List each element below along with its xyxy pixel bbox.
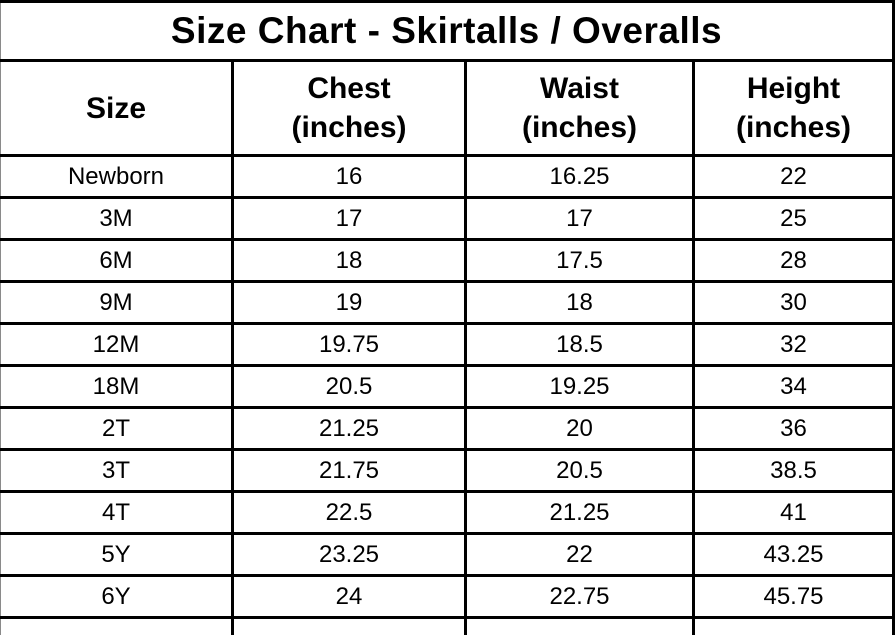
size-cell: 5Y <box>1 534 233 576</box>
table-row: 3T 21.75 20.5 38.5 <box>1 450 894 492</box>
size-cell: 4T <box>1 492 233 534</box>
header-sublabel-height: (inches) <box>695 108 892 147</box>
size-cell: 2T <box>1 408 233 450</box>
height-cell: 43.25 <box>694 534 894 576</box>
chest-cell: 19.75 <box>233 324 466 366</box>
header-label-height: Height <box>695 69 892 108</box>
size-cell: Newborn <box>1 156 233 198</box>
size-cell: 12M <box>1 324 233 366</box>
table-row: 9M 19 18 30 <box>1 282 894 324</box>
header-label-size: Size <box>1 89 231 128</box>
height-cell: 41 <box>694 492 894 534</box>
table-row: 4T 22.5 21.25 41 <box>1 492 894 534</box>
table-row: 18M 20.5 19.25 34 <box>1 366 894 408</box>
table-row: 6Y 24 22.75 45.75 <box>1 576 894 618</box>
waist-cell: 21.25 <box>466 492 694 534</box>
waist-cell: 17 <box>466 198 694 240</box>
height-cell: 30 <box>694 282 894 324</box>
chest-cell: 23.25 <box>233 534 466 576</box>
waist-cell: 20 <box>466 408 694 450</box>
height-cell: 45.75 <box>694 576 894 618</box>
column-header-height: Height (inches) <box>694 61 894 156</box>
size-cell: 3T <box>1 450 233 492</box>
table-row: 5Y 23.25 22 43.25 <box>1 534 894 576</box>
cropped-cell <box>1 618 233 635</box>
column-header-size: Size <box>1 61 233 156</box>
header-sublabel-waist: (inches) <box>467 108 692 147</box>
header-sublabel-chest: (inches) <box>234 108 464 147</box>
header-label-waist: Waist <box>467 69 692 108</box>
chest-cell: 20.5 <box>233 366 466 408</box>
cropped-cell <box>233 618 466 635</box>
waist-cell: 17.5 <box>466 240 694 282</box>
waist-cell: 19.25 <box>466 366 694 408</box>
size-cell: 9M <box>1 282 233 324</box>
size-cell: 6M <box>1 240 233 282</box>
table-row: 2T 21.25 20 36 <box>1 408 894 450</box>
height-cell: 34 <box>694 366 894 408</box>
chest-cell: 19 <box>233 282 466 324</box>
cropped-cell <box>694 618 894 635</box>
chart-title: Size Chart - Skirtalls / Overalls <box>1 2 894 61</box>
title-row: Size Chart - Skirtalls / Overalls <box>1 2 894 61</box>
chest-cell: 22.5 <box>233 492 466 534</box>
waist-cell: 20.5 <box>466 450 694 492</box>
chest-cell: 21.25 <box>233 408 466 450</box>
table-row: Newborn 16 16.25 22 <box>1 156 894 198</box>
waist-cell: 22.75 <box>466 576 694 618</box>
header-label-chest: Chest <box>234 69 464 108</box>
table-row: 12M 19.75 18.5 32 <box>1 324 894 366</box>
chest-cell: 17 <box>233 198 466 240</box>
column-header-waist: Waist (inches) <box>466 61 694 156</box>
size-cell: 6Y <box>1 576 233 618</box>
table-row: 6M 18 17.5 28 <box>1 240 894 282</box>
chest-cell: 18 <box>233 240 466 282</box>
waist-cell: 16.25 <box>466 156 694 198</box>
height-cell: 38.5 <box>694 450 894 492</box>
size-cell: 3M <box>1 198 233 240</box>
waist-cell: 18 <box>466 282 694 324</box>
chest-cell: 16 <box>233 156 466 198</box>
height-cell: 25 <box>694 198 894 240</box>
column-header-row: Size Chest (inches) Waist (inches) Heigh… <box>1 61 894 156</box>
cropped-row <box>1 618 894 635</box>
table-row: 3M 17 17 25 <box>1 198 894 240</box>
waist-cell: 18.5 <box>466 324 694 366</box>
column-header-chest: Chest (inches) <box>233 61 466 156</box>
waist-cell: 22 <box>466 534 694 576</box>
height-cell: 32 <box>694 324 894 366</box>
cropped-cell <box>466 618 694 635</box>
height-cell: 22 <box>694 156 894 198</box>
size-cell: 18M <box>1 366 233 408</box>
height-cell: 36 <box>694 408 894 450</box>
chest-cell: 21.75 <box>233 450 466 492</box>
chest-cell: 24 <box>233 576 466 618</box>
height-cell: 28 <box>694 240 894 282</box>
